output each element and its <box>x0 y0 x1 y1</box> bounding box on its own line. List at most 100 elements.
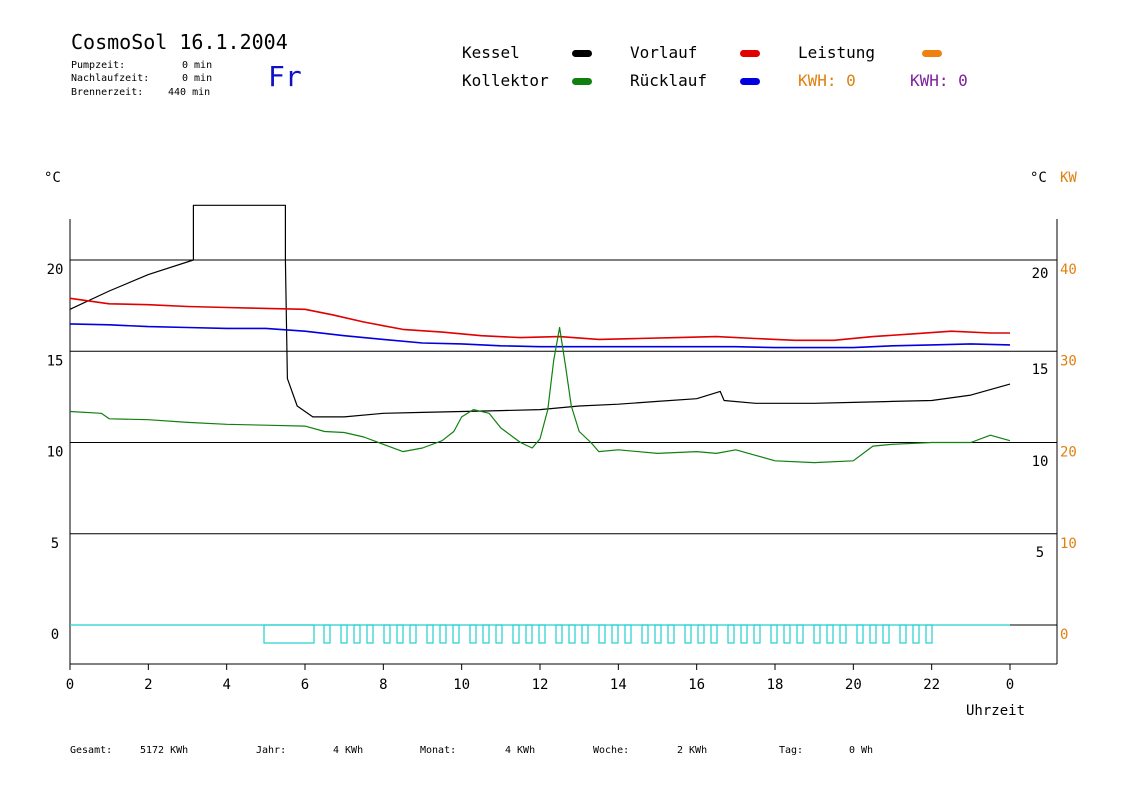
pump-pulse-31 <box>770 624 778 644</box>
pump-pulse-19 <box>598 624 606 644</box>
pump-pulse-33 <box>796 624 804 644</box>
right-axis-unit: °C <box>1030 170 1047 186</box>
right-kw-label-20: 20 <box>1060 445 1077 461</box>
x-tick-label-1: 2 <box>144 677 152 693</box>
pump-pulse-37 <box>856 624 864 644</box>
right-kw-label-0: 0 <box>1060 627 1068 643</box>
pump-pulse-10 <box>469 624 477 644</box>
pump-pulse-14 <box>525 624 533 644</box>
pump-pulse-7 <box>426 624 434 644</box>
stat-pumpzeit-value: 0 min <box>182 60 213 71</box>
left-axis-unit: °C <box>44 170 61 186</box>
footer-tag-label: Tag: <box>779 745 804 756</box>
right-kw-label-30: 30 <box>1060 353 1077 369</box>
pump-pulse-26 <box>697 624 705 644</box>
footer-gesamt-value: 5172 KWh <box>140 745 189 756</box>
pump-pulse-20 <box>611 624 619 644</box>
x-tick-label-2: 4 <box>222 677 230 693</box>
pump-pulse-30 <box>753 624 761 644</box>
pump-pulse-38 <box>869 624 877 644</box>
stat-nachlaufzeit-value: 0 min <box>182 73 213 84</box>
legend-kessel-swatch <box>572 50 592 57</box>
footer-tag-value: 0 Wh <box>849 745 874 756</box>
day-label: Fr <box>268 60 302 93</box>
footer-jahr-label: Jahr: <box>256 745 287 756</box>
pump-pulse-24 <box>667 624 675 644</box>
pump-pulse-11 <box>482 624 490 644</box>
left-tick-label-20: 20 <box>47 262 64 278</box>
legend-leistung-swatch <box>922 50 942 57</box>
legend-kessel-label: Kessel <box>462 43 520 62</box>
pump-pulse-12 <box>495 624 503 644</box>
legend-leistung-label: Leistung <box>798 43 876 62</box>
pump-pulse-34 <box>813 624 821 644</box>
pump-pulse-18 <box>581 624 589 644</box>
footer-woche-label: Woche: <box>593 745 630 756</box>
pump-pulse-40 <box>899 624 907 644</box>
pump-pulse-28 <box>727 624 735 644</box>
pump-pulse-5 <box>396 624 404 644</box>
x-tick-label-4: 8 <box>379 677 387 693</box>
legend-ruecklauf-label: Rücklauf <box>630 71 708 90</box>
pump-pulse-16 <box>555 624 563 644</box>
left-tick-label-10: 10 <box>47 445 64 461</box>
pump-pulse-21 <box>624 624 632 644</box>
stat-pumpzeit-label: Pumpzeit: <box>71 60 126 71</box>
left-tick-label-5: 5 <box>51 536 59 552</box>
left-tick-label-15: 15 <box>47 353 64 369</box>
right-kw-label-40: 40 <box>1060 262 1077 278</box>
series-line-3 <box>69 326 1011 464</box>
legend-kwh-purple: KWH: 0 <box>910 71 968 90</box>
x-tick-label-0: 0 <box>66 677 74 693</box>
pump-pulse-0 <box>323 624 331 644</box>
left-tick-label-0: 0 <box>51 627 59 643</box>
x-tick-label-3: 6 <box>301 677 309 693</box>
x-tick-label-8: 16 <box>688 677 705 693</box>
right-temp-label-5: 5 <box>1036 545 1044 561</box>
chart-title: CosmoSol 16.1.2004 <box>71 30 288 54</box>
pump-pulse-39 <box>882 624 890 644</box>
pump-pulse-4 <box>383 624 391 644</box>
series-line-0 <box>69 204 1011 418</box>
right-axis-unit-kw: KW <box>1060 170 1077 186</box>
x-tick-label-9: 18 <box>767 677 784 693</box>
footer-monat-value: 4 KWh <box>505 745 536 756</box>
pump-pulse-13 <box>512 624 520 644</box>
x-tick-label-10: 20 <box>845 677 862 693</box>
pump-block <box>263 624 315 644</box>
pump-pulse-29 <box>740 624 748 644</box>
footer-woche-value: 2 KWh <box>677 745 708 756</box>
legend-kwh-orange: KWH: 0 <box>798 71 856 90</box>
pump-pulse-17 <box>568 624 576 644</box>
legend-vorlauf-label: Vorlauf <box>630 43 698 62</box>
pump-pulse-9 <box>452 624 460 644</box>
x-tick-label-11: 22 <box>923 677 940 693</box>
legend-vorlauf-swatch <box>740 50 760 57</box>
right-temp-label-10: 10 <box>1032 454 1049 470</box>
x-tick-label-6: 12 <box>532 677 549 693</box>
x-axis-label: Uhrzeit <box>966 703 1025 719</box>
pump-pulse-8 <box>439 624 447 644</box>
x-tick-label-12: 0 <box>1006 677 1014 693</box>
series-line-1 <box>69 297 1010 342</box>
legend-kollektor-swatch <box>572 78 592 85</box>
stat-brennerzeit-label: Brennerzeit: <box>71 87 144 98</box>
x-tick-label-7: 14 <box>610 677 627 693</box>
pump-pulse-42 <box>925 624 933 644</box>
legend-ruecklauf-swatch <box>740 78 760 85</box>
right-temp-label-15: 15 <box>1032 362 1049 378</box>
pump-pulse-41 <box>912 624 920 644</box>
pump-pulse-6 <box>409 624 417 644</box>
right-temp-label-20: 20 <box>1032 266 1049 282</box>
pump-pulse-22 <box>641 624 649 644</box>
pump-pulse-35 <box>826 624 834 644</box>
pump-pulse-32 <box>783 624 791 644</box>
legend-kollektor-label: Kollektor <box>462 71 549 90</box>
pump-pulse-3 <box>366 624 374 644</box>
pump-pulse-23 <box>654 624 662 644</box>
pump-pulse-1 <box>340 624 348 644</box>
footer-monat-label: Monat: <box>420 745 457 756</box>
pump-pulse-25 <box>684 624 692 644</box>
footer-jahr-value: 4 KWh <box>333 745 364 756</box>
